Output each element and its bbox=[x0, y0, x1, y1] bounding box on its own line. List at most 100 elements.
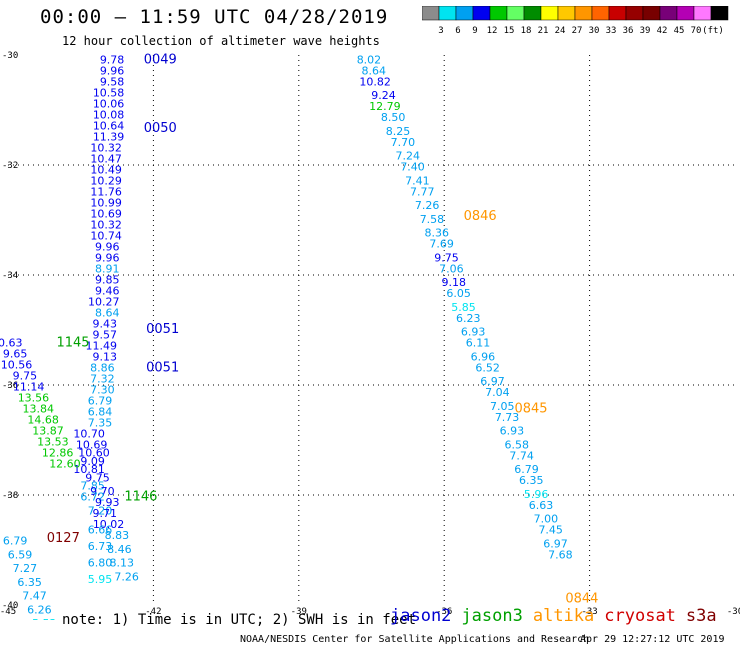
wave-height-label: 5.95 bbox=[88, 573, 113, 586]
wave-height-label: 6.52 bbox=[475, 361, 500, 374]
wave-height-label: 6.11 bbox=[466, 337, 491, 350]
wave-height-label: 8.36 bbox=[425, 227, 450, 240]
wave-height-label: 11.14 bbox=[13, 381, 45, 394]
colorbar-label: 39 bbox=[640, 26, 651, 36]
wave-height-label: 6.97 bbox=[543, 537, 568, 550]
wave-height-label: 7.77 bbox=[410, 185, 435, 198]
x-tick-label: -36 bbox=[436, 607, 452, 617]
wave-height-label: 10.49 bbox=[90, 163, 122, 176]
timestamp: Apr 29 12:27:12 UTC 2019 bbox=[580, 634, 725, 645]
map-plot: -45 -42 -39 -36 -33 -30 -30 -32 -34 -36 -38 -40 9.78… bbox=[0, 51, 740, 620]
wave-height-label: 7.32 bbox=[90, 372, 115, 385]
wave-height-label: 10.99 bbox=[90, 196, 122, 209]
wave-height-label: 7.58 bbox=[420, 213, 445, 226]
wave-height-label: 9.96 bbox=[100, 64, 125, 77]
wave-height-label: 10.29 bbox=[90, 174, 122, 187]
wave-height-label: 6.59 bbox=[8, 548, 33, 561]
wave-height-label: 8.64 bbox=[95, 306, 120, 319]
colorbar-label: 15 bbox=[504, 26, 515, 36]
track-time-label: 0049 bbox=[144, 52, 177, 67]
wave-height-label: 11.76 bbox=[90, 185, 122, 198]
x-tick-label: -45 bbox=[0, 607, 16, 617]
wave-height-label: 10.32 bbox=[90, 218, 122, 231]
track-time-label: 0051 bbox=[146, 322, 179, 337]
track-time-label: 1145 bbox=[56, 336, 89, 351]
wave-height-label: 6.23 bbox=[456, 312, 481, 325]
legend-jason3: jason3 bbox=[461, 606, 523, 626]
wave-height-label: 10.27 bbox=[88, 295, 120, 308]
wave-height-label: 6.79 bbox=[3, 535, 28, 548]
wave-height-label: 6.35 bbox=[519, 474, 544, 487]
wave-height-label: 7.00 bbox=[534, 513, 559, 526]
wave-height-label: 7.45 bbox=[538, 524, 563, 537]
wave-height-label: 12.79 bbox=[369, 100, 401, 113]
wave-height-label: 7.69 bbox=[429, 238, 454, 251]
wave-height-label: 9.78 bbox=[100, 53, 125, 66]
wave-height-label: 10.81 bbox=[73, 463, 105, 476]
wave-height-label: 7.26 bbox=[114, 570, 139, 583]
wave-height-label: 9.75 bbox=[13, 370, 38, 383]
wave-height-label: 6.72 bbox=[80, 491, 105, 504]
y-tick-label: -38 bbox=[2, 491, 18, 501]
wave-height-label: 10.69 bbox=[76, 438, 108, 451]
colorbar-label: 6 bbox=[455, 26, 460, 36]
colorbar-label: 45 bbox=[674, 26, 685, 36]
colorbar-label: 33 bbox=[606, 26, 617, 36]
wave-height-label: 6.93 bbox=[461, 326, 486, 339]
wave-height-label: 6.63 bbox=[529, 499, 554, 512]
wave-height-label: 7.20 bbox=[88, 504, 113, 517]
wave-height-label: 5.52 bbox=[32, 617, 57, 620]
colorbar-label: 70 bbox=[691, 26, 702, 36]
wave-height-label: 13.56 bbox=[18, 392, 50, 405]
colorbar-label: 27 bbox=[572, 26, 583, 36]
wave-height-label: 6.66 bbox=[88, 524, 113, 537]
chart-subtitle: 12 hour collection of altimeter wave hei… bbox=[62, 34, 380, 48]
x-tick-label: -30 bbox=[727, 607, 740, 617]
wave-height-label: 7.26 bbox=[415, 199, 440, 212]
wave-height-label: 10.74 bbox=[90, 229, 122, 242]
wave-height-label: 7.24 bbox=[395, 150, 420, 163]
wave-height-label: 8.02 bbox=[357, 53, 382, 66]
wave-height-label: 10.70 bbox=[73, 427, 105, 440]
wave-height-label: 6.84 bbox=[88, 405, 113, 418]
wave-height-label: 9.96 bbox=[95, 240, 120, 253]
credit-text: NOAA/NESDIS Center for Satellite Applica… bbox=[240, 634, 590, 645]
wave-height-label: 10.63 bbox=[0, 337, 23, 350]
wave-height-label: 5.96 bbox=[524, 488, 549, 501]
wave-height-label: 13.53 bbox=[37, 436, 69, 449]
wave-height-label: 9.96 bbox=[95, 251, 120, 264]
colorbar-label: 30 bbox=[589, 26, 600, 36]
wave-height-label: 10.69 bbox=[90, 207, 122, 220]
wave-height-label: 7.41 bbox=[405, 174, 430, 187]
wave-height-label: 10.47 bbox=[90, 152, 122, 165]
x-tick-label: -42 bbox=[145, 607, 161, 617]
wave-height-label: 7.73 bbox=[495, 411, 520, 424]
y-tick-label: -30 bbox=[2, 51, 18, 61]
wave-height-label: 9.57 bbox=[93, 328, 118, 341]
wave-height-label: 9.93 bbox=[95, 496, 120, 509]
wave-height-label: 7.68 bbox=[548, 548, 573, 561]
x-tick-label: -33 bbox=[581, 607, 597, 617]
track-time-label: 1146 bbox=[124, 490, 157, 505]
colorbar-label: 36 bbox=[623, 26, 634, 36]
y-tick-label: -36 bbox=[2, 381, 18, 391]
wave-height-label: 11.39 bbox=[93, 130, 125, 143]
wave-height-label: 9.65 bbox=[3, 348, 28, 361]
wave-height-label: 6.73 bbox=[88, 540, 113, 553]
y-tick-label: -40 bbox=[2, 601, 18, 611]
track-time-label: 0845 bbox=[514, 402, 547, 417]
colorbar-label: 18 bbox=[521, 26, 532, 36]
wave-height-label: 9.85 bbox=[95, 273, 120, 286]
colorbar-label: 42 bbox=[657, 26, 668, 36]
colorbar-label: (ft) bbox=[702, 26, 724, 36]
wave-height-label: 9.13 bbox=[93, 350, 118, 363]
wave-height-label: 11.49 bbox=[86, 339, 118, 352]
wave-height-label: 10.32 bbox=[90, 141, 122, 154]
legend-cryosat: cryosat bbox=[604, 606, 676, 626]
wave-height-label: 7.40 bbox=[400, 161, 425, 174]
footnote: note: 1) Time is in UTC; 2) SWH is in fe… bbox=[62, 612, 417, 628]
wave-height-label: 7.47 bbox=[22, 590, 47, 603]
wave-height-label: 9.43 bbox=[93, 317, 118, 330]
track-time-label: 0846 bbox=[464, 209, 497, 224]
wave-height-label: 10.06 bbox=[93, 97, 125, 110]
